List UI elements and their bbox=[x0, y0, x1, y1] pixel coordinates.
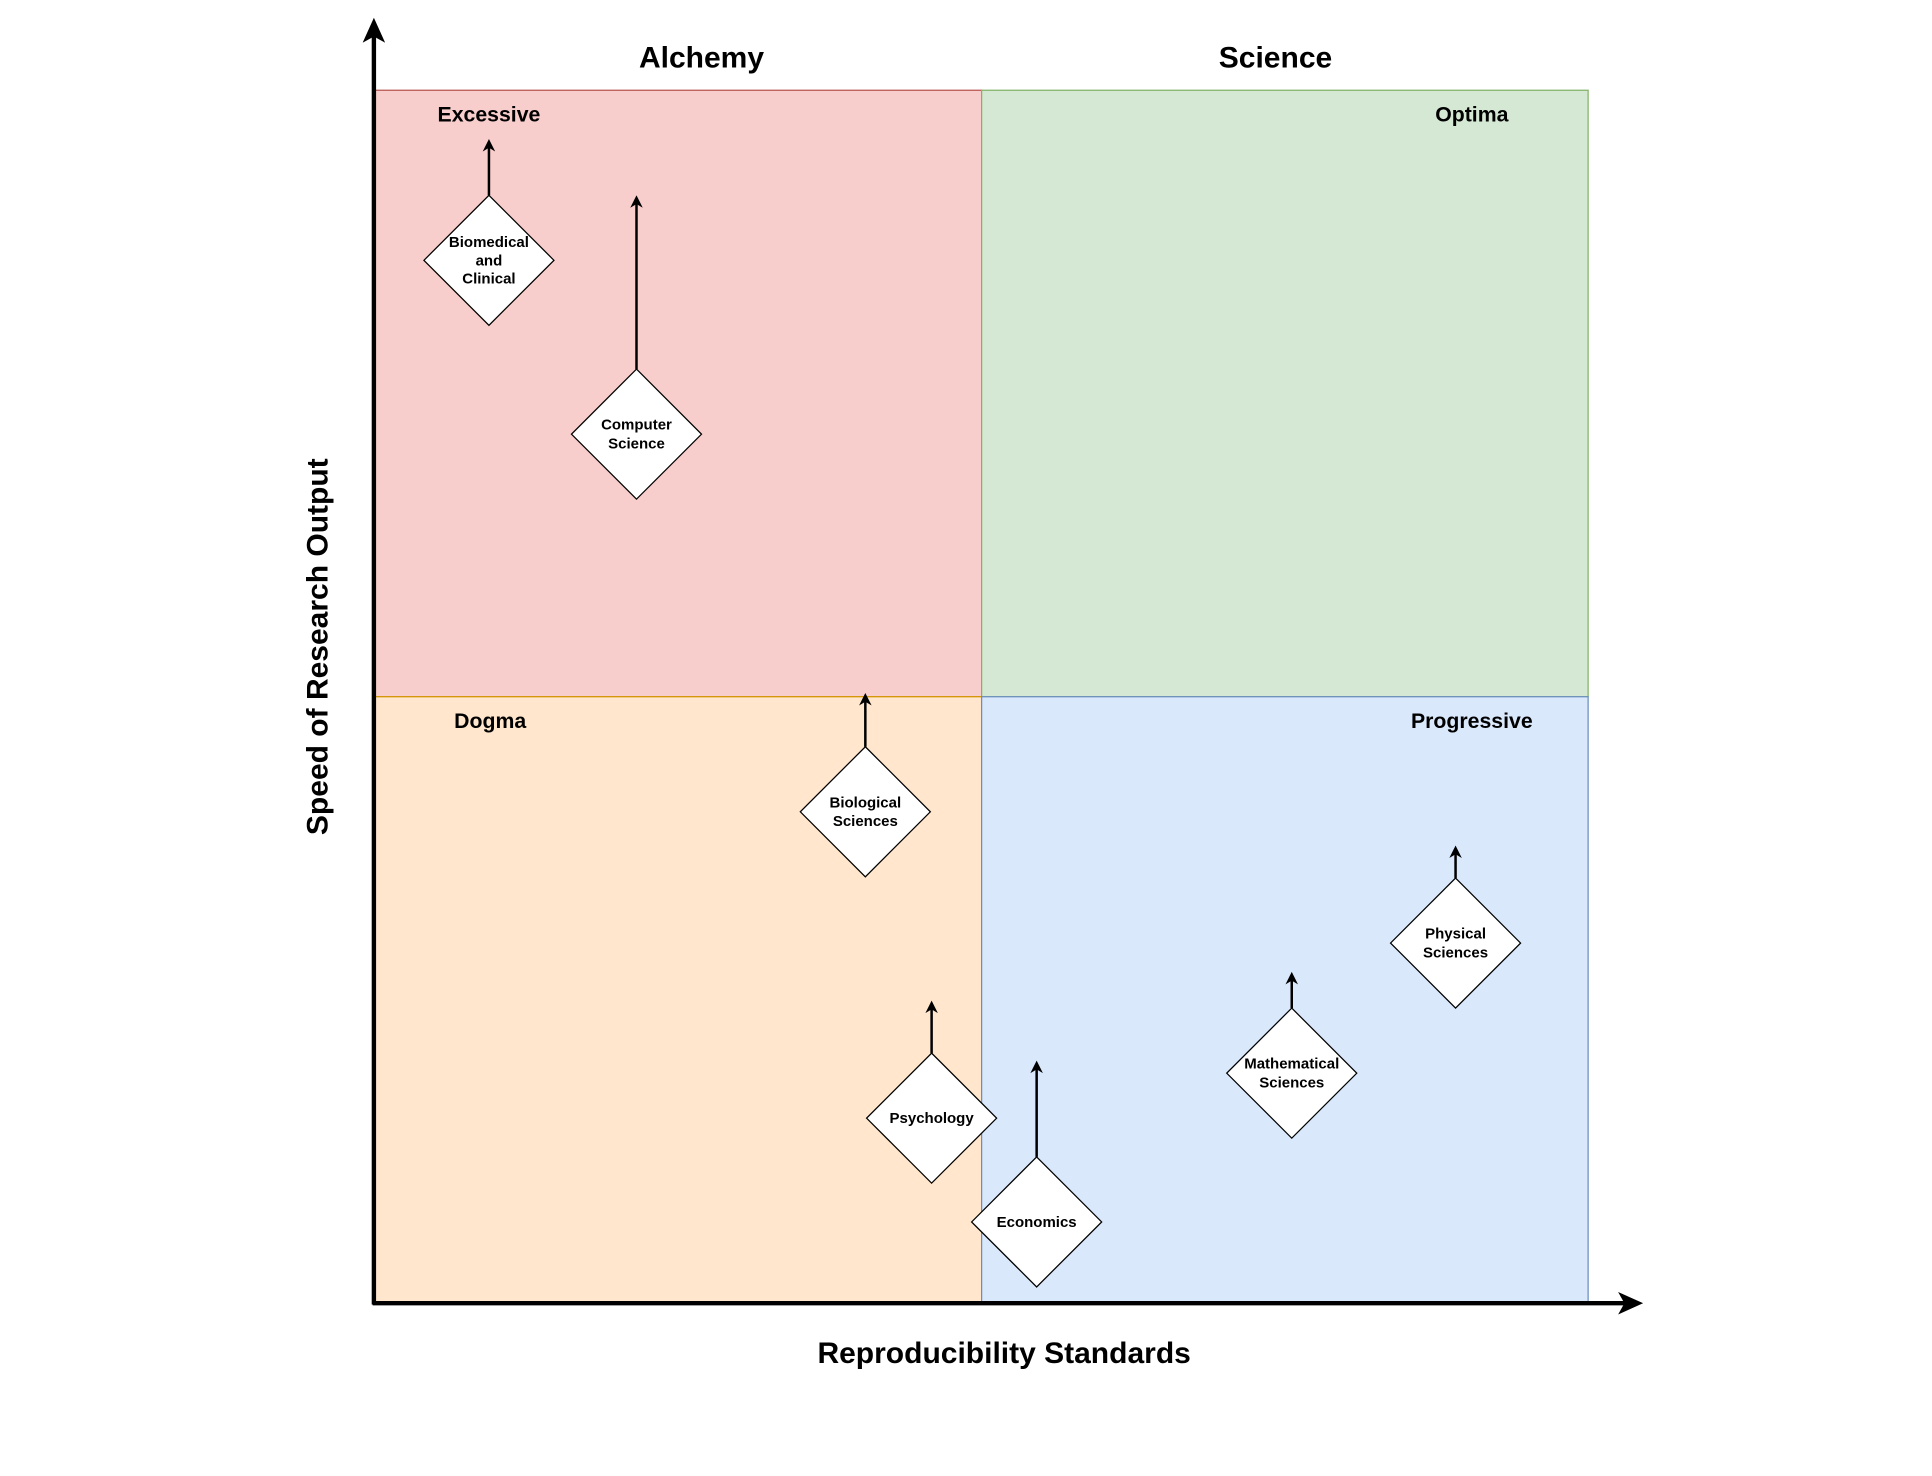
field-diamond bbox=[1389, 877, 1522, 1009]
field-diamond bbox=[423, 194, 555, 327]
field-label: Physical bbox=[1425, 926, 1486, 943]
field-label: Sciences bbox=[1423, 944, 1488, 961]
quadrant-excessive bbox=[374, 89, 983, 698]
field-label: Sciences bbox=[833, 813, 898, 830]
field-diamond bbox=[865, 1052, 998, 1185]
quadrant-label-progressive: Progressive bbox=[1411, 709, 1533, 733]
quadrant-optima bbox=[981, 89, 1589, 698]
field-label: Clinical bbox=[462, 270, 515, 287]
quadrant-progressive bbox=[981, 696, 1589, 1303]
quadrant-label-optima: Optima bbox=[1435, 103, 1508, 127]
field-diamond bbox=[799, 745, 932, 878]
field-label: Economics bbox=[997, 1214, 1077, 1231]
field-label: Biomedical bbox=[449, 234, 529, 251]
field-node-psychology: Psychology bbox=[865, 1000, 998, 1185]
y-axis-label: Speed of Research Output bbox=[302, 458, 335, 835]
field-node-economics: Economics bbox=[970, 1060, 1103, 1288]
field-label: Science bbox=[608, 436, 665, 453]
field-diamond bbox=[1225, 1007, 1358, 1140]
x-axis-label: Reproducibility Standards bbox=[817, 1337, 1190, 1370]
column-title-science: Science bbox=[1219, 42, 1332, 75]
column-title-alchemy: Alchemy bbox=[639, 42, 764, 75]
field-label: Biological bbox=[829, 794, 901, 811]
field-label: Sciences bbox=[1259, 1075, 1324, 1092]
field-node-computer-science: Computer Science bbox=[570, 195, 703, 501]
quadrant-label-excessive: Excessive bbox=[438, 103, 541, 127]
field-label: and bbox=[476, 252, 503, 269]
quadrant-label-dogma: Dogma bbox=[454, 709, 526, 733]
field-node-mathematical-sciences: Mathematical Sciences bbox=[1225, 971, 1358, 1140]
field-label: Mathematical bbox=[1244, 1056, 1339, 1073]
field-node-biological-sciences: Biological Sciences bbox=[799, 692, 932, 878]
field-diamond bbox=[970, 1156, 1103, 1288]
field-label: Computer bbox=[601, 417, 672, 434]
field-diamond bbox=[570, 368, 703, 501]
field-label: Psychology bbox=[890, 1110, 975, 1127]
